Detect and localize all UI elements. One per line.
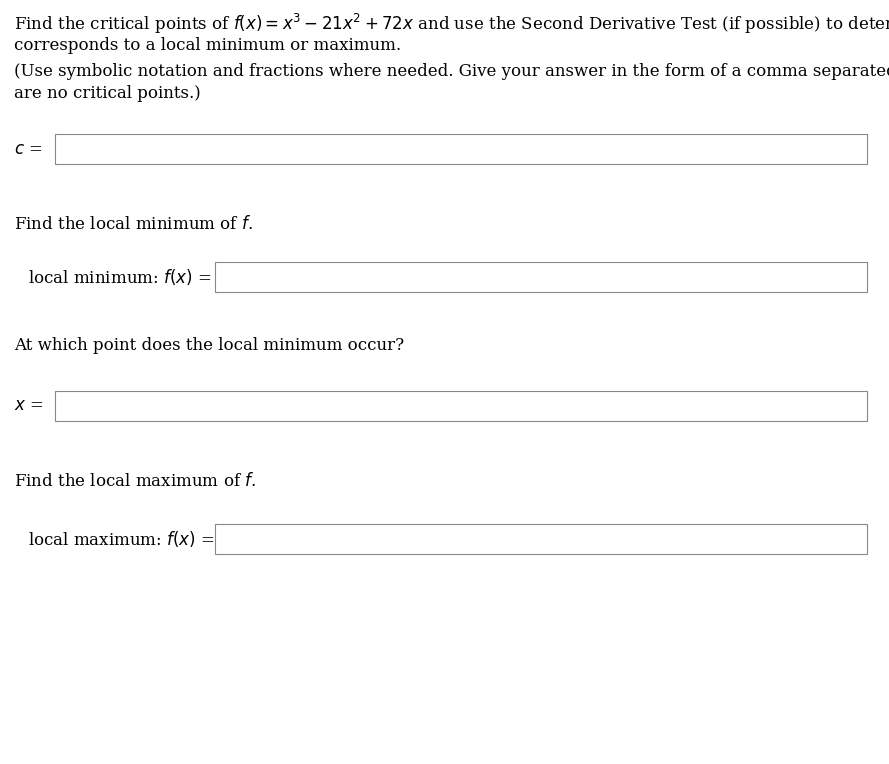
Text: $c$ =: $c$ = [14, 141, 43, 157]
Text: At which point does the local minimum occur?: At which point does the local minimum oc… [14, 338, 404, 354]
Text: (Use symbolic notation and fractions where needed. Give your answer in the form : (Use symbolic notation and fractions whe… [14, 63, 889, 80]
Text: Find the critical points of $f(x) = x^3 - 21x^2 + 72x$ and use the Second Deriva: Find the critical points of $f(x) = x^3 … [14, 12, 889, 36]
FancyBboxPatch shape [215, 524, 867, 554]
FancyBboxPatch shape [55, 134, 867, 164]
Text: local maximum: $f(x)$ =: local maximum: $f(x)$ = [28, 529, 215, 549]
Text: corresponds to a local minimum or maximum.: corresponds to a local minimum or maximu… [14, 37, 401, 54]
FancyBboxPatch shape [55, 391, 867, 421]
Text: local minimum: $f(x)$ =: local minimum: $f(x)$ = [28, 267, 212, 287]
Text: Find the local maximum of $f$.: Find the local maximum of $f$. [14, 472, 256, 490]
Text: Find the local minimum of $f$.: Find the local minimum of $f$. [14, 215, 252, 233]
Text: $x$ =: $x$ = [14, 397, 44, 415]
Text: are no critical points.): are no critical points.) [14, 86, 201, 102]
FancyBboxPatch shape [215, 262, 867, 292]
